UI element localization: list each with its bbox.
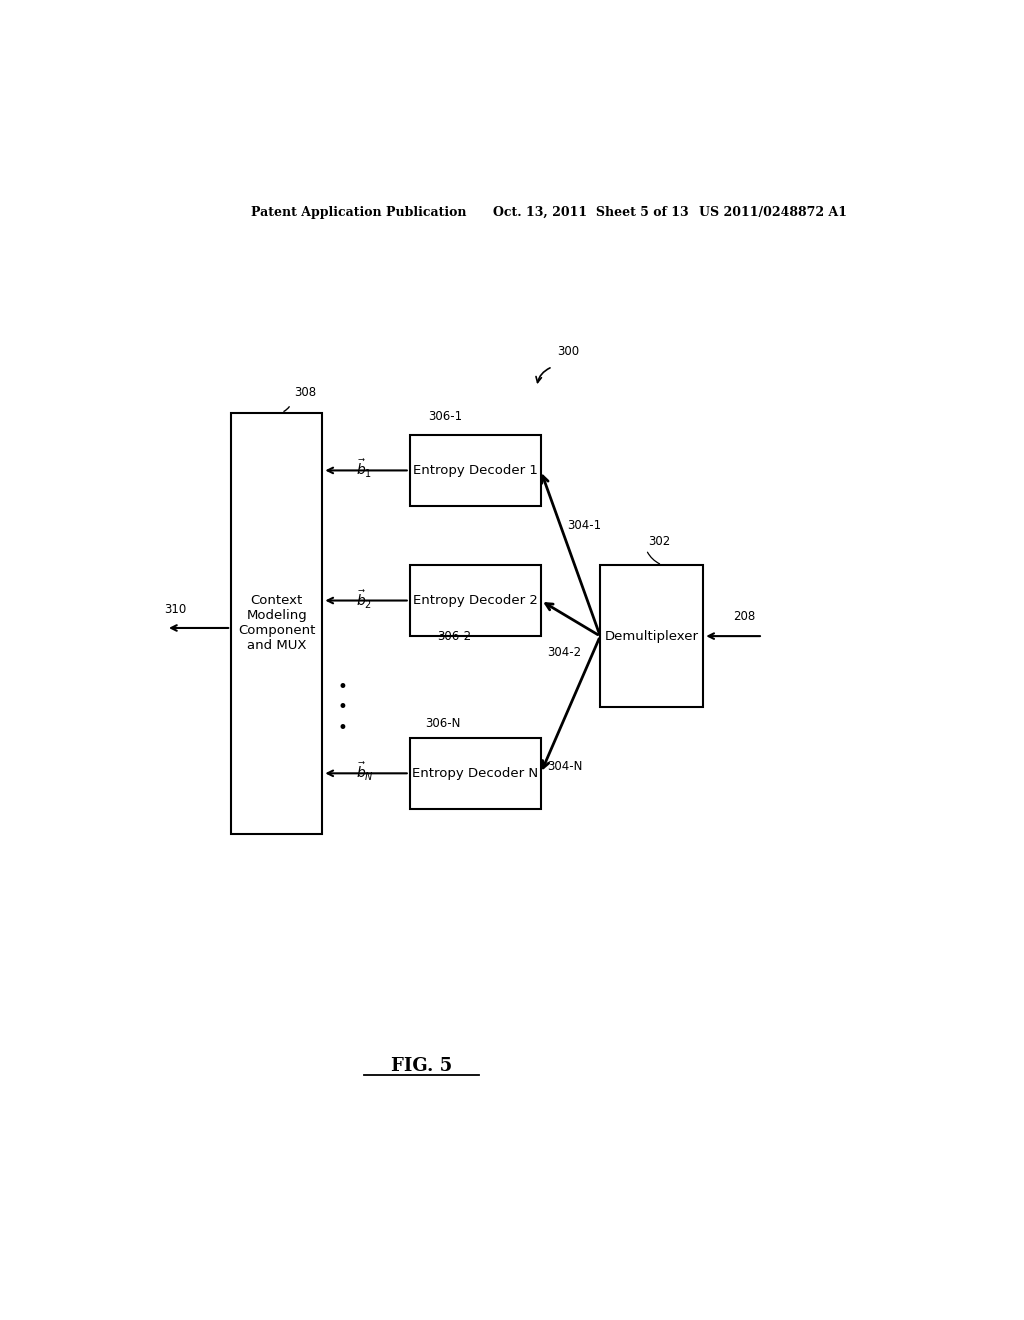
Text: $\vec{b}_N$: $\vec{b}_N$: [355, 762, 374, 783]
FancyBboxPatch shape: [600, 565, 703, 708]
FancyBboxPatch shape: [410, 738, 541, 809]
Text: 304-N: 304-N: [547, 760, 583, 774]
Text: 304-2: 304-2: [547, 647, 582, 659]
Text: Oct. 13, 2011  Sheet 5 of 13: Oct. 13, 2011 Sheet 5 of 13: [494, 206, 689, 219]
Text: Entropy Decoder 1: Entropy Decoder 1: [413, 463, 538, 477]
Text: 306-1: 306-1: [428, 409, 462, 422]
FancyBboxPatch shape: [410, 565, 541, 636]
Text: $\vec{b}_1$: $\vec{b}_1$: [356, 458, 373, 480]
Text: •: •: [337, 698, 347, 717]
Text: 300: 300: [557, 345, 580, 358]
Text: Entropy Decoder N: Entropy Decoder N: [412, 767, 539, 780]
Text: 308: 308: [295, 387, 316, 399]
Text: 304-1: 304-1: [567, 519, 602, 532]
Text: 208: 208: [733, 610, 755, 623]
Text: 306-2: 306-2: [437, 630, 472, 643]
Text: 310: 310: [164, 603, 186, 615]
Text: $\vec{b}_2$: $\vec{b}_2$: [356, 589, 373, 611]
FancyBboxPatch shape: [231, 412, 323, 834]
Text: •: •: [337, 718, 347, 737]
Text: Patent Application Publication: Patent Application Publication: [251, 206, 467, 219]
FancyBboxPatch shape: [410, 434, 541, 506]
Text: US 2011/0248872 A1: US 2011/0248872 A1: [699, 206, 848, 219]
Text: •: •: [337, 678, 347, 696]
Text: Demultiplexer: Demultiplexer: [605, 630, 698, 643]
Text: FIG. 5: FIG. 5: [391, 1057, 453, 1074]
Text: Entropy Decoder 2: Entropy Decoder 2: [413, 594, 538, 607]
Text: Context
Modeling
Component
and MUX: Context Modeling Component and MUX: [239, 594, 315, 652]
Text: 306-N: 306-N: [426, 717, 461, 730]
Text: 302: 302: [648, 535, 670, 548]
